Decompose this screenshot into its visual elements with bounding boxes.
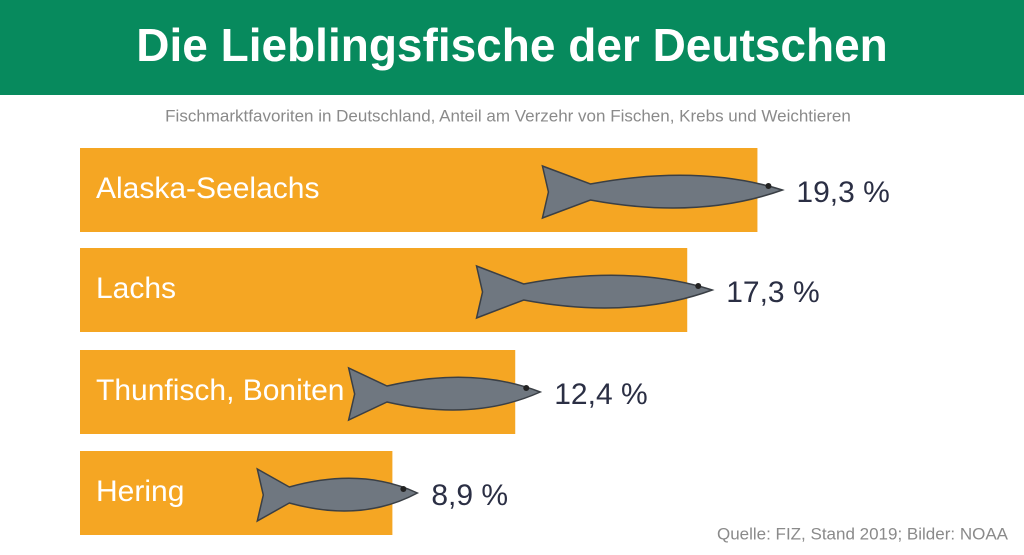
category-label: Thunfisch, Boniten bbox=[96, 374, 344, 407]
fish-illustration bbox=[541, 164, 785, 220]
value-label: 17,3 % bbox=[726, 276, 819, 309]
category-label: Lachs bbox=[96, 272, 176, 305]
chart-subtitle: Fischmarktfavoriten in Deutschland, Ante… bbox=[165, 106, 851, 125]
fish-illustration bbox=[256, 467, 420, 523]
fish-illustration bbox=[347, 366, 543, 422]
category-label: Alaska-Seelachs bbox=[96, 172, 319, 205]
fish-illustration bbox=[475, 264, 715, 320]
fish-eye bbox=[523, 385, 530, 391]
fish-eye bbox=[695, 283, 702, 289]
value-label: 8,9 % bbox=[431, 479, 508, 512]
source-note: Quelle: FIZ, Stand 2019; Bilder: NOAA bbox=[717, 524, 1009, 543]
value-label: 12,4 % bbox=[554, 378, 647, 411]
value-label: 19,3 % bbox=[796, 176, 889, 209]
fish-eye bbox=[400, 486, 407, 492]
header-band bbox=[0, 0, 1024, 95]
fish-eye bbox=[765, 183, 772, 189]
chart-title: Die Lieblingsfische der Deutschen bbox=[136, 19, 888, 71]
category-label: Hering bbox=[96, 475, 184, 508]
